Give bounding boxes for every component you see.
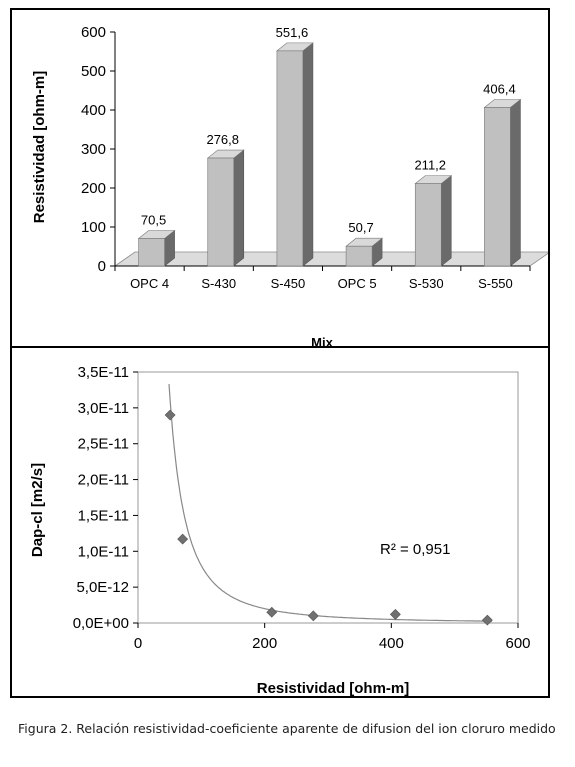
scatter-point xyxy=(164,409,176,421)
r-squared-annotation: R² = 0,951 xyxy=(380,541,450,558)
bar xyxy=(138,238,165,267)
bar-chart-x-tick-label: S-550 xyxy=(478,276,513,291)
bar-chart-x-tick-label: S-530 xyxy=(409,276,444,291)
scatter-point xyxy=(266,606,278,618)
bar-chart-x-axis-label: Mix xyxy=(311,335,333,346)
diffusion-scatter-chart-panel: Dap-cl [m2/s] Resistividad [ohm-m] 0,0E+… xyxy=(10,346,550,698)
bar-chart-x-tick-label: S-450 xyxy=(271,276,306,291)
bar-value-label: 551,6 xyxy=(276,25,309,40)
scatter-chart-y-tick-label: 2,5E-11 xyxy=(78,436,129,453)
bar xyxy=(484,107,511,267)
scatter-chart-y-tick-label: 0,0E+00 xyxy=(73,615,129,632)
bar-value-label: 50,7 xyxy=(348,220,373,235)
diffusion-scatter-chart: Dap-cl [m2/s] Resistividad [ohm-m] 0,0E+… xyxy=(29,364,531,697)
scatter-point xyxy=(389,608,401,620)
bar-side xyxy=(440,175,452,267)
bar xyxy=(414,183,442,267)
bar-value-label: 276,8 xyxy=(206,132,239,147)
scatter-chart-x-tick-label: 400 xyxy=(379,635,404,652)
scatter-chart-x-tick-label: 600 xyxy=(505,635,530,652)
scatter-chart-y-tick-label: 5,0E-12 xyxy=(76,579,129,596)
scatter-chart-y-tick-label: 1,0E-11 xyxy=(78,543,129,560)
scatter-plot-area xyxy=(137,371,519,624)
bar-chart-y-tick-label: 600 xyxy=(81,24,106,41)
scatter-chart-y-tick-label: 2,0E-11 xyxy=(78,472,129,489)
scatter-chart-y-tick-label: 3,0E-11 xyxy=(78,400,129,417)
bar-chart-y-axis-label: Resistividad [ohm-m] xyxy=(31,71,48,224)
power-trendline xyxy=(168,384,492,622)
bar-value-label: 406,4 xyxy=(483,82,516,97)
scatter-chart-x-axis-label: Resistividad [ohm-m] xyxy=(257,680,410,696)
scatter-point xyxy=(481,614,493,626)
bar xyxy=(276,50,304,267)
bar-value-label: 70,5 xyxy=(141,213,166,228)
bar-side xyxy=(302,42,314,267)
bar xyxy=(207,157,235,267)
bar-chart-x-tick-label: S-430 xyxy=(201,276,236,291)
resistivity-bar-chart-panel: Resistividad [ohm-m] Mix 0 100 200 300 400 50… xyxy=(10,8,552,350)
scatter-chart-x-tick-label: 200 xyxy=(252,635,277,652)
bar-chart-floor xyxy=(113,251,552,267)
bar-chart-y-tick-label: 300 xyxy=(81,141,106,158)
bar-chart-y-tick-label: 400 xyxy=(81,102,106,119)
scatter-chart-y-tick-label: 3,5E-11 xyxy=(78,364,129,381)
bar-chart-y-tick-label: 200 xyxy=(81,180,106,197)
bar-value-label: 211,2 xyxy=(414,158,446,173)
scatter-chart-points xyxy=(164,409,493,626)
scatter-point xyxy=(177,533,189,545)
scatter-chart-y-axis-label: Dap-cl [m2/s] xyxy=(29,463,46,557)
bar-chart-y-tick-label: 500 xyxy=(81,63,106,80)
resistivity-bar-chart: Resistividad [ohm-m] Mix 0 100 200 300 400 50… xyxy=(31,24,552,350)
bar-chart-y-tick-label: 100 xyxy=(81,219,106,236)
scatter-point xyxy=(307,610,319,622)
scatter-chart-x-tick-label: 0 xyxy=(134,635,142,652)
figure-caption: Figura 2. Relación resistividad-coeficie… xyxy=(18,721,556,736)
bar xyxy=(345,245,373,267)
bar-chart-x-tick-label: OPC 5 xyxy=(338,276,377,291)
scatter-chart-axes: 0,0E+00 5,0E-12 1,0E-11 1,5E-11 2,0E-11 2,5E-… xyxy=(73,364,531,652)
scatter-chart-y-tick-label: 1,5E-11 xyxy=(78,507,129,524)
bar-side xyxy=(510,98,521,267)
bar-chart-x-tick-label: OPC 4 xyxy=(130,276,169,291)
bar-side xyxy=(233,149,245,267)
bar-chart-bars: 70,5 276,8 551,6 50,7 211,2 406,4 xyxy=(137,25,522,267)
bar-chart-y-tick-label: 0 xyxy=(98,258,106,275)
